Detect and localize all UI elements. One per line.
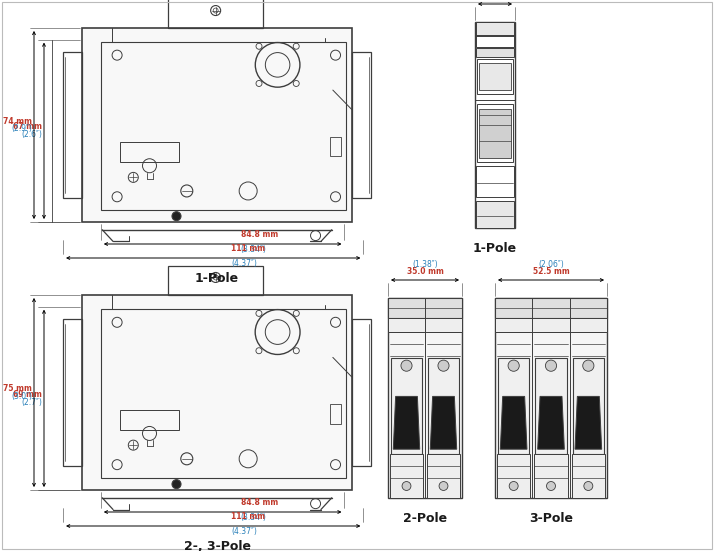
Bar bbox=[169, 266, 263, 295]
Circle shape bbox=[439, 482, 448, 490]
Text: (2.9″): (2.9″) bbox=[11, 125, 32, 133]
Bar bbox=[476, 48, 514, 57]
Bar bbox=[330, 404, 341, 424]
Text: (2.06″): (2.06″) bbox=[538, 260, 564, 269]
Bar bbox=[477, 59, 513, 94]
Bar bbox=[101, 309, 346, 478]
Bar bbox=[475, 22, 515, 228]
Text: (1.38″): (1.38″) bbox=[412, 260, 438, 269]
Bar bbox=[495, 298, 607, 498]
Text: 84.8 mm: 84.8 mm bbox=[241, 230, 278, 239]
Bar bbox=[534, 454, 568, 498]
Bar bbox=[82, 28, 352, 222]
Bar bbox=[479, 109, 511, 158]
Circle shape bbox=[509, 482, 518, 490]
Text: 3-Pole: 3-Pole bbox=[529, 512, 573, 525]
Polygon shape bbox=[393, 396, 420, 449]
Text: (4.37″): (4.37″) bbox=[231, 259, 257, 268]
Text: 111 mm: 111 mm bbox=[231, 512, 266, 521]
Bar bbox=[169, 0, 263, 28]
Text: 75 mm: 75 mm bbox=[3, 384, 32, 393]
Polygon shape bbox=[501, 396, 527, 449]
Bar bbox=[572, 454, 605, 498]
Bar bbox=[388, 298, 462, 318]
Circle shape bbox=[172, 480, 181, 489]
Bar bbox=[427, 454, 460, 498]
Bar bbox=[476, 166, 514, 197]
Bar bbox=[120, 410, 179, 430]
Bar bbox=[497, 454, 531, 498]
Bar bbox=[120, 143, 179, 162]
Text: (3.0″): (3.0″) bbox=[11, 392, 32, 401]
Text: 111 mm: 111 mm bbox=[231, 244, 266, 253]
Text: (3.34″): (3.34″) bbox=[241, 245, 266, 254]
Bar bbox=[388, 318, 462, 332]
Bar bbox=[495, 318, 607, 332]
Bar bbox=[63, 52, 82, 198]
Bar bbox=[479, 63, 511, 90]
Bar bbox=[352, 52, 371, 198]
Text: (4.37″): (4.37″) bbox=[231, 527, 257, 536]
Text: 2-Pole: 2-Pole bbox=[403, 512, 447, 525]
Text: 69 mm: 69 mm bbox=[13, 390, 42, 399]
Circle shape bbox=[546, 482, 555, 490]
Circle shape bbox=[545, 360, 557, 371]
Circle shape bbox=[583, 360, 594, 371]
Circle shape bbox=[172, 212, 181, 221]
Text: 1-Pole: 1-Pole bbox=[473, 242, 517, 255]
Bar bbox=[476, 201, 514, 228]
Bar bbox=[476, 35, 514, 47]
Text: (2.6″): (2.6″) bbox=[21, 131, 42, 139]
Text: 1-Pole: 1-Pole bbox=[195, 272, 239, 285]
Text: 2-, 3-Pole: 2-, 3-Pole bbox=[183, 540, 251, 551]
Circle shape bbox=[584, 482, 593, 490]
Bar bbox=[498, 358, 529, 454]
Polygon shape bbox=[431, 396, 457, 449]
Bar bbox=[477, 104, 513, 162]
Bar bbox=[476, 22, 514, 36]
Bar bbox=[536, 358, 567, 454]
Bar bbox=[390, 454, 423, 498]
Text: (2.7″): (2.7″) bbox=[21, 398, 42, 407]
Bar bbox=[573, 358, 604, 454]
Bar bbox=[391, 358, 422, 454]
Text: 74 mm: 74 mm bbox=[3, 116, 32, 126]
Text: (3.34″): (3.34″) bbox=[241, 513, 266, 522]
Bar bbox=[352, 320, 371, 466]
Polygon shape bbox=[575, 396, 602, 449]
Polygon shape bbox=[538, 396, 564, 449]
Bar bbox=[495, 298, 607, 318]
Bar bbox=[101, 41, 346, 210]
Text: 52.5 mm: 52.5 mm bbox=[533, 267, 569, 276]
Text: 35.0 mm: 35.0 mm bbox=[406, 267, 443, 276]
Bar bbox=[388, 298, 462, 498]
Bar bbox=[82, 295, 352, 490]
Circle shape bbox=[402, 482, 411, 490]
Circle shape bbox=[401, 360, 412, 371]
Circle shape bbox=[438, 360, 449, 371]
Circle shape bbox=[508, 360, 519, 371]
Text: 67 mm: 67 mm bbox=[13, 122, 42, 131]
Text: 84.8 mm: 84.8 mm bbox=[241, 498, 278, 507]
Bar bbox=[428, 358, 459, 454]
Bar bbox=[63, 320, 82, 466]
Bar bbox=[330, 137, 341, 156]
